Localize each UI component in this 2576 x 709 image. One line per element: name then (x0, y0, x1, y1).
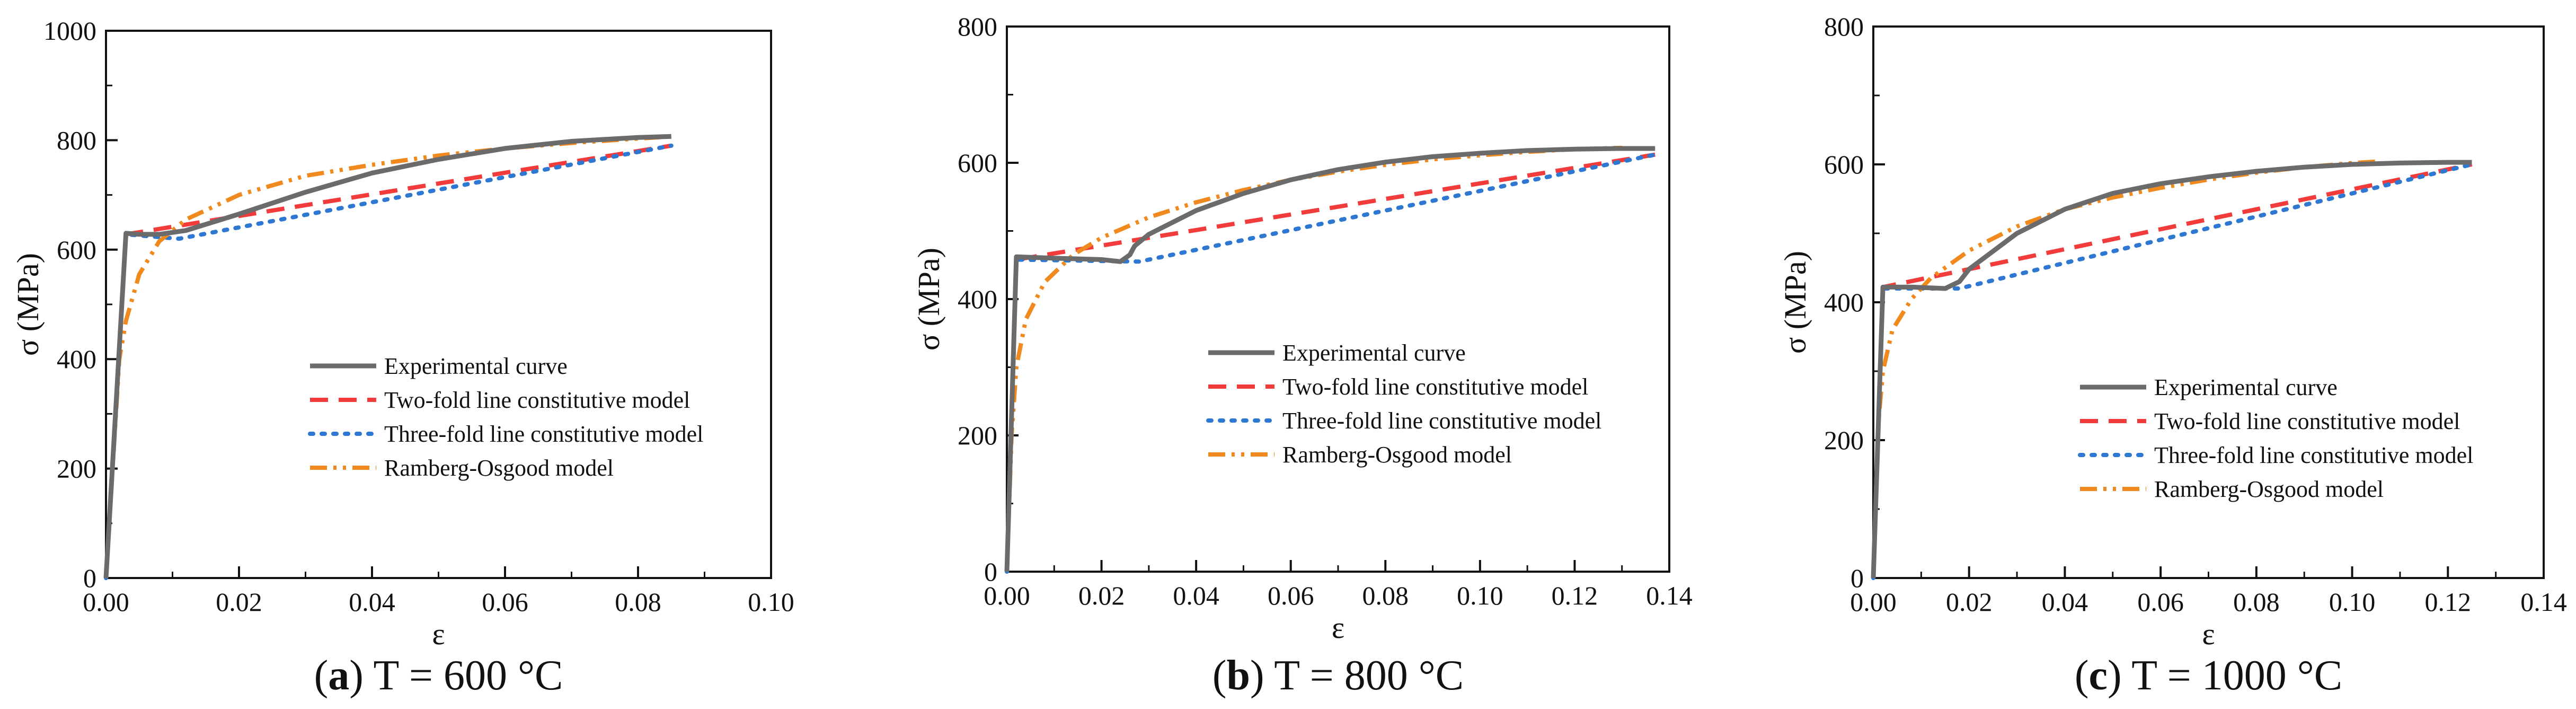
plot-frame (105, 30, 772, 579)
chart-panel-b: 0.00 0.02 0.04 0.06 0.08 0.10 0.12 0.14 0 200 400 6… (911, 12, 1693, 699)
y-tick-label: 1000 (43, 16, 96, 46)
x-tick-label: 0.02 (1946, 587, 1993, 617)
series-line-two_fold (1871, 162, 2473, 579)
panel-caption: (a) T = 600 °C (314, 652, 563, 699)
x-tick-label: 0.04 (1173, 581, 1219, 610)
y-tick-label: 0 (83, 563, 96, 593)
legend-label: Three-fold line constitutive model (384, 421, 703, 447)
series-line-experimental (103, 134, 671, 579)
caption-open-paren: ( (314, 652, 329, 699)
y-axis-title: σ (MPa) (11, 253, 45, 356)
caption-temperature: T = 1000 °C (2122, 652, 2342, 699)
y-axis-title: σ (MPa) (911, 248, 946, 351)
plot-frame (1006, 25, 1670, 573)
y-tick-label: 200 (1824, 425, 1864, 455)
caption-close-paren: ) (1250, 652, 1264, 699)
x-tick-label: 0.14 (2520, 587, 2567, 617)
legend-label: Experimental curve (2154, 374, 2338, 400)
y-tick-label: 800 (57, 125, 96, 155)
legend-label: Ramberg-Osgood model (2154, 476, 2384, 502)
x-tick-label: 0.08 (2233, 587, 2280, 617)
caption-letter: a (328, 652, 349, 699)
legend-label: Two-fold line constitutive model (384, 387, 690, 413)
x-tick-label: 0.00 (83, 587, 129, 617)
x-tick-label: 0.10 (748, 587, 794, 617)
series-line-experimental (1004, 146, 1656, 572)
x-tick-label: 0.06 (2137, 587, 2184, 617)
legend-label: Ramberg-Osgood model (1282, 442, 1512, 468)
y-tick-label: 400 (57, 344, 96, 374)
x-axis-title: ε (2202, 617, 2215, 651)
legend-label: Three-fold line constitutive model (2154, 442, 2473, 468)
caption-close-paren: ) (2108, 652, 2122, 699)
x-tick-label: 0.12 (1552, 581, 1598, 610)
x-tick-label: 0.10 (1457, 581, 1503, 610)
x-tick-label: 0.02 (216, 587, 262, 617)
y-tick-label: 800 (1824, 12, 1864, 41)
y-tick-label: 600 (57, 235, 96, 265)
y-tick-label: 400 (958, 284, 997, 314)
x-tick-label: 0.02 (1078, 581, 1125, 610)
x-tick-label: 0.06 (1268, 581, 1314, 610)
x-tick-label: 0.10 (2329, 587, 2376, 617)
panel-caption: (b) T = 800 °C (1212, 652, 1464, 699)
y-tick-label: 800 (958, 12, 997, 41)
caption-temperature: T = 600 °C (364, 652, 563, 699)
series-line-ramberg (1871, 159, 2377, 579)
panel-caption: (c) T = 1000 °C (2075, 652, 2342, 699)
caption-letter: b (1227, 652, 1251, 699)
y-tick-label: 200 (57, 454, 96, 484)
x-tick-label: 0.04 (2042, 587, 2088, 617)
x-tick-label: 0.08 (1362, 581, 1409, 610)
y-tick-label: 0 (984, 557, 997, 587)
y-tick-label: 600 (958, 148, 997, 178)
x-tick-label: 0.00 (984, 581, 1030, 610)
chart-panel-c: 0.00 0.02 0.04 0.06 0.08 0.10 0.12 0.14 0 200 400 6… (1778, 12, 2567, 699)
x-axis-title: ε (432, 617, 445, 651)
legend-label: Ramberg-Osgood model (384, 455, 614, 481)
x-tick-label: 0.12 (2425, 587, 2472, 617)
y-tick-label: 0 (1851, 563, 1864, 593)
y-tick-label: 400 (1824, 287, 1864, 317)
caption-close-paren: ) (349, 652, 364, 699)
series-line-experimental (1871, 160, 2472, 579)
x-tick-label: 0.06 (482, 587, 528, 617)
caption-open-paren: ( (2075, 652, 2089, 699)
caption-temperature: T = 800 °C (1264, 652, 1464, 699)
x-tick-label: 0.08 (615, 587, 661, 617)
caption-open-paren: ( (1212, 652, 1227, 699)
x-tick-label: 0.00 (1850, 587, 1897, 617)
chart-panel-a: 0.00 0.02 0.04 0.06 0.08 0.10 0 200 400 600 800 100… (11, 16, 794, 699)
legend-label: Experimental curve (384, 353, 568, 379)
y-tick-label: 200 (958, 421, 997, 450)
legend-label: Two-fold line constitutive model (1282, 374, 1588, 400)
legend-label: Three-fold line constitutive model (1282, 408, 1601, 434)
legend-label: Two-fold line constitutive model (2154, 408, 2460, 434)
legend-label: Experimental curve (1282, 340, 1466, 366)
x-tick-label: 0.14 (1646, 581, 1693, 610)
y-axis-title: σ (MPa) (1778, 251, 1812, 354)
x-axis-title: ε (1332, 610, 1344, 645)
caption-letter: c (2089, 652, 2108, 699)
x-tick-label: 0.04 (349, 587, 395, 617)
y-tick-label: 600 (1824, 150, 1864, 179)
